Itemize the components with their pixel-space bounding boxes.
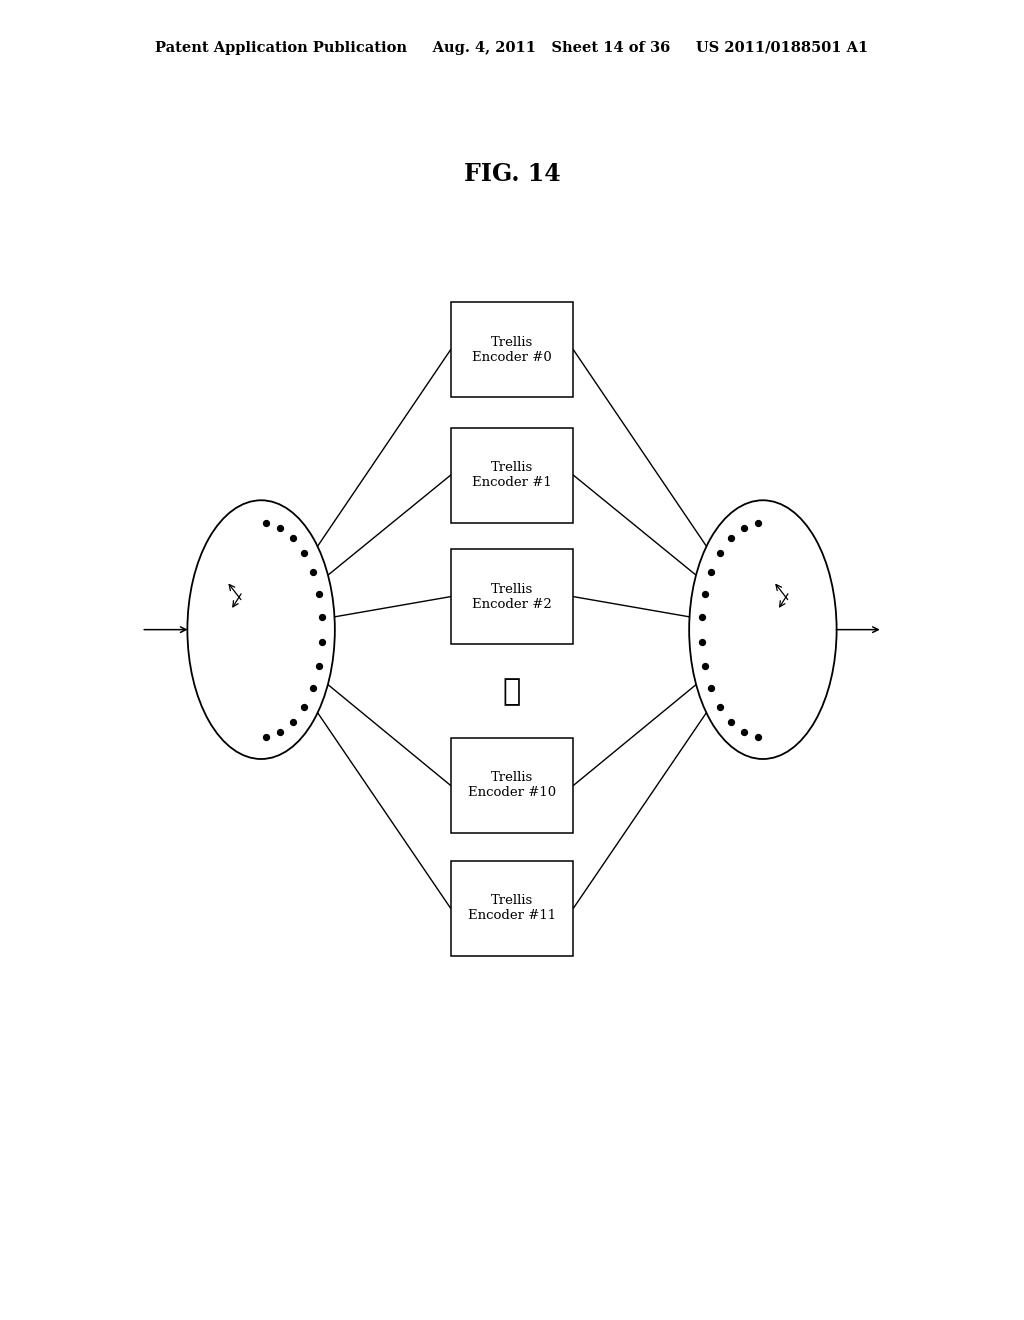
Bar xyxy=(451,302,573,397)
Text: Patent Application Publication     Aug. 4, 2011   Sheet 14 of 36     US 2011/018: Patent Application Publication Aug. 4, 2… xyxy=(156,41,868,54)
Text: Trellis
Encoder #11: Trellis Encoder #11 xyxy=(468,894,556,923)
Text: Trellis
Encoder #2: Trellis Encoder #2 xyxy=(472,582,552,611)
Point xyxy=(304,677,321,698)
Point xyxy=(712,543,728,564)
Point xyxy=(694,631,711,652)
Point xyxy=(296,696,312,717)
Point xyxy=(723,527,739,548)
Point xyxy=(296,543,312,564)
Point xyxy=(735,517,752,539)
Bar xyxy=(451,738,573,833)
Point xyxy=(750,512,766,533)
Point xyxy=(712,696,728,717)
Point xyxy=(703,677,720,698)
Point xyxy=(694,607,711,628)
Ellipse shape xyxy=(187,500,335,759)
Point xyxy=(723,711,739,733)
Text: Trellis
Encoder #10: Trellis Encoder #10 xyxy=(468,771,556,800)
Point xyxy=(304,561,321,582)
Ellipse shape xyxy=(689,500,837,759)
Text: Trellis
Encoder #0: Trellis Encoder #0 xyxy=(472,335,552,364)
Point xyxy=(735,721,752,742)
Point xyxy=(272,517,289,539)
Bar xyxy=(451,428,573,523)
Point xyxy=(313,631,330,652)
Text: FIG. 14: FIG. 14 xyxy=(464,162,560,186)
Point xyxy=(285,711,301,733)
Point xyxy=(272,721,289,742)
Text: Trellis
Encoder #1: Trellis Encoder #1 xyxy=(472,461,552,490)
Point xyxy=(697,655,714,676)
Point xyxy=(285,527,301,548)
Point xyxy=(750,726,766,747)
Bar xyxy=(451,861,573,956)
Point xyxy=(258,726,274,747)
Point xyxy=(703,561,720,582)
Point xyxy=(310,655,327,676)
Point xyxy=(697,583,714,605)
Point xyxy=(310,583,327,605)
Bar xyxy=(451,549,573,644)
Point xyxy=(258,512,274,533)
Point xyxy=(313,607,330,628)
Text: ⋮: ⋮ xyxy=(503,676,521,708)
